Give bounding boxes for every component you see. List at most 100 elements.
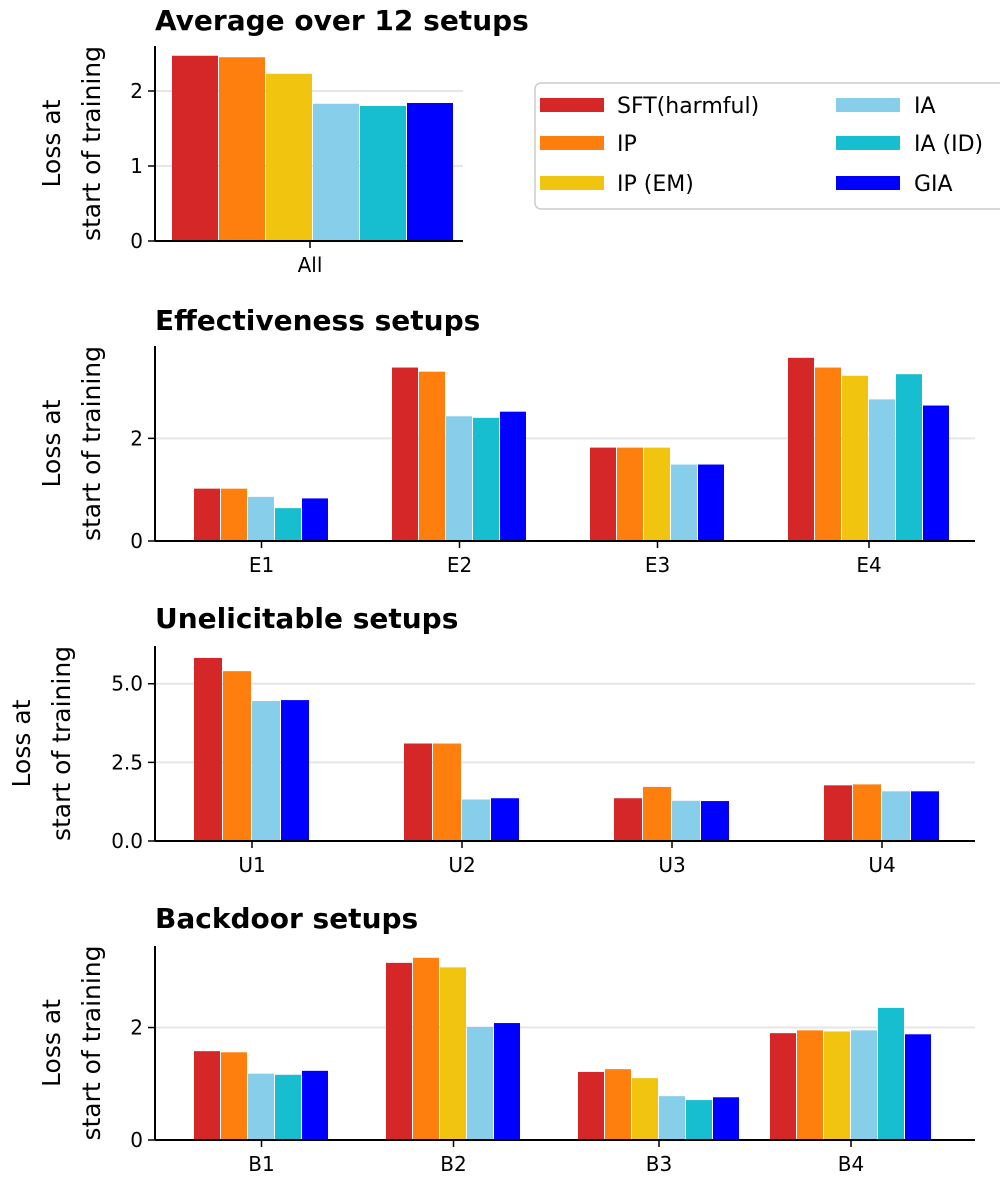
bar-e4-gia (923, 405, 949, 541)
bar-b3-gia (713, 1097, 739, 1140)
bar-b3-ip (605, 1069, 631, 1140)
bar-all-ip-em- (266, 73, 312, 241)
bar-u2-ia (462, 799, 490, 841)
bar-u4-sft-harmful- (824, 785, 852, 841)
x-tick-label: All (298, 253, 323, 277)
panel-title: Effectiveness setups (155, 304, 480, 337)
bar-b4-ia (851, 1030, 877, 1140)
x-tick-label: E1 (249, 553, 274, 577)
bar-u2-sft-harmful- (404, 743, 432, 841)
y-tick-label: 2 (130, 426, 143, 450)
bar-e3-ip-em- (644, 447, 670, 541)
legend-swatch (540, 136, 604, 150)
bar-b4-ip (797, 1030, 823, 1140)
bar-u1-gia (281, 700, 309, 841)
y-axis-label: Loss at (37, 399, 66, 487)
y-axis-label: start of training (47, 646, 76, 841)
bar-all-ip (219, 57, 265, 241)
y-tick-label: 0 (130, 529, 143, 553)
legend-swatch (836, 176, 900, 190)
chart-panel-2: Effectiveness setups Loss at start of trai… (37, 304, 975, 577)
bar-all-ia-id- (360, 106, 406, 241)
bar-e4-ia (869, 399, 895, 541)
panel-title: Unelicitable setups (155, 602, 458, 635)
bar-b1-ia (248, 1073, 274, 1140)
bar-e4-ip (815, 367, 841, 541)
y-tick-label: 1 (130, 154, 143, 178)
bar-e3-sft-harmful- (590, 447, 616, 541)
bar-u1-sft-harmful- (194, 657, 222, 841)
y-axis-label: start of training (77, 46, 106, 241)
bar-all-ia (313, 103, 359, 241)
panel-title: Backdoor setups (155, 902, 418, 935)
bar-b2-gia (494, 1023, 520, 1140)
legend: SFT(harmful) IP IP (EM) IA IA (ID) GIA (534, 82, 1000, 210)
bar-e1-ia (248, 496, 274, 541)
bar-b3-ip-em- (632, 1078, 658, 1140)
bar-u3-sft-harmful- (614, 798, 642, 841)
bar-e3-ia (671, 464, 697, 541)
x-tick-label: U2 (448, 853, 475, 877)
bar-e2-gia (500, 411, 526, 541)
legend-label: IP (617, 132, 637, 157)
x-tick-label: U3 (658, 853, 685, 877)
bar-u3-ip (643, 786, 671, 841)
chart-panel-4: Backdoor setups Loss at start of training 0… (37, 902, 975, 1176)
bar-b1-ip (221, 1052, 247, 1140)
bar-e4-ia-id- (896, 374, 922, 541)
bar-e1-ia-id- (275, 508, 301, 541)
x-tick-label: U1 (238, 853, 265, 877)
bar-b4-sft-harmful- (770, 1033, 796, 1140)
bar-e4-sft-harmful- (788, 357, 814, 541)
chart-panels: Average over 12 setups Loss at start of tr… (7, 4, 975, 1176)
bar-b2-sft-harmful- (386, 962, 412, 1140)
bar-e2-sft-harmful- (392, 367, 418, 541)
bar-e1-sft-harmful- (194, 488, 220, 541)
y-axis-label: Loss at (37, 99, 66, 187)
bar-b4-ip-em- (824, 1031, 850, 1140)
bar-e3-gia (698, 464, 724, 541)
y-axis-label: Loss at (37, 999, 66, 1087)
panel-title: Average over 12 setups (155, 4, 529, 37)
bar-b3-ia-id- (686, 1100, 712, 1140)
bar-u3-gia (701, 801, 729, 841)
legend-swatch (836, 136, 900, 150)
bar-u3-ia (672, 800, 700, 841)
chart-panel-1: Average over 12 setups Loss at start of tr… (37, 4, 529, 277)
bar-b2-ia (467, 1026, 493, 1140)
legend-label: IP (EM) (617, 172, 694, 197)
x-tick-label: B3 (646, 1152, 672, 1176)
legend-label: SFT(harmful) (617, 94, 759, 119)
y-tick-label: 2 (130, 79, 143, 103)
bar-all-gia (407, 103, 453, 241)
y-axis-label: start of training (77, 945, 106, 1140)
y-tick-label: 2.5 (111, 750, 143, 774)
bar-e2-ia-id- (473, 417, 499, 541)
y-tick-label: 0.0 (111, 829, 143, 853)
x-tick-label: E2 (447, 553, 472, 577)
bar-e2-ia (446, 416, 472, 541)
bar-e2-ip (419, 371, 445, 541)
bar-b1-gia (302, 1070, 328, 1140)
bar-b2-ip-em- (440, 967, 466, 1140)
bar-u2-gia (491, 798, 519, 841)
bar-b4-ia-id- (878, 1007, 904, 1140)
bar-u2-ip (433, 743, 461, 841)
bar-b2-ip (413, 957, 439, 1140)
legend-swatch (540, 176, 604, 190)
bar-u1-ia (252, 701, 280, 841)
bar-all-sft-harmful- (172, 55, 218, 241)
bar-e1-gia (302, 498, 328, 541)
y-axis-label: Loss at (7, 699, 36, 787)
x-tick-label: E3 (645, 553, 670, 577)
bar-b1-ia-id- (275, 1074, 301, 1140)
x-tick-label: E4 (856, 553, 881, 577)
chart-panel-3: Unelicitable setups Loss at start of train… (7, 602, 975, 877)
bar-b3-sft-harmful- (578, 1071, 604, 1140)
bar-b1-sft-harmful- (194, 1051, 220, 1140)
bar-u4-gia (911, 791, 939, 841)
bar-u4-ia (882, 791, 910, 841)
y-tick-label: 0 (130, 1128, 143, 1152)
legend-label: IA (ID) (914, 132, 983, 157)
